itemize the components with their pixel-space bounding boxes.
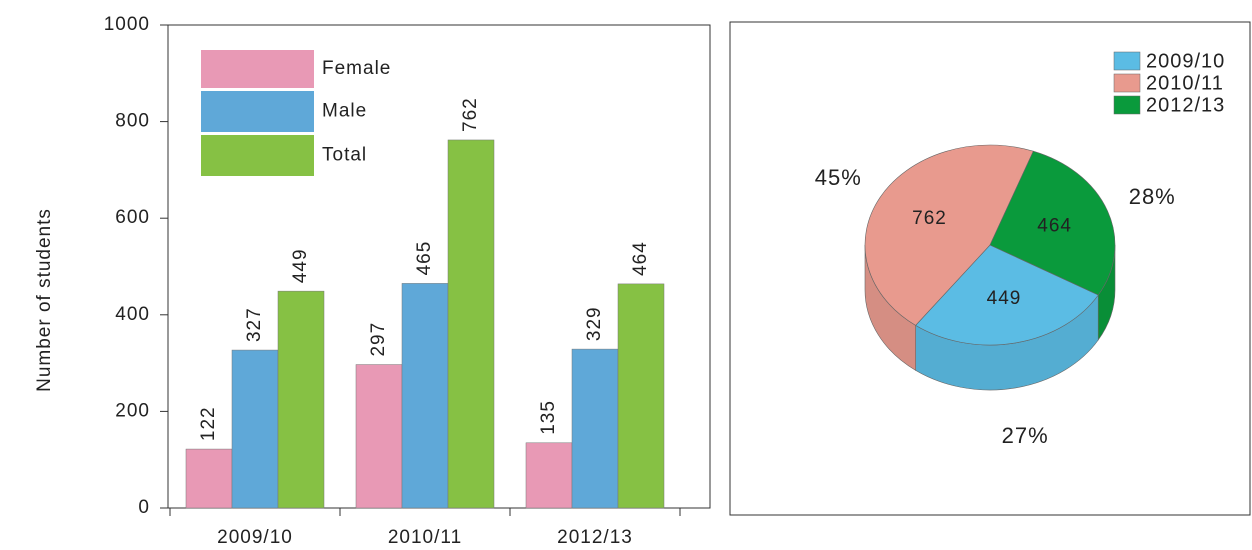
legend-swatch [1113,51,1141,71]
pie-frame [729,21,1251,516]
y-tick-label: 600 [115,207,150,228]
y-tick-label: 200 [115,400,150,421]
legend-label: Female [322,58,391,79]
percent-label: 45% [815,165,862,190]
bar [401,283,449,509]
x-tick-label: 2009/10 [217,527,293,548]
data-label: 449 [987,288,1022,309]
pie-slice [915,244,1099,346]
legend-swatch [1113,95,1141,115]
legend-label: 2012/13 [1146,94,1225,116]
data-label: 297 [368,322,389,357]
data-label: 449 [290,248,311,283]
data-label: 329 [584,306,605,341]
bar [355,364,403,509]
legend-label: Total [322,145,367,166]
bar [525,442,573,509]
legend-label: Male [322,101,367,122]
pie-slice [989,150,1116,296]
data-label: 762 [460,97,481,132]
legend-swatch [201,50,314,88]
data-label: 465 [414,241,435,276]
y-tick-label: 800 [115,111,150,132]
legend-swatch [1113,73,1141,93]
legend-label: 2010/11 [1146,72,1224,94]
x-tick-label: 2010/11 [388,527,462,548]
data-label: 762 [912,208,947,229]
data-label: 464 [630,241,651,276]
legend-label: 2009/10 [1146,50,1225,72]
bar [277,290,325,509]
bar [617,283,665,509]
data-label: 464 [1037,215,1072,236]
percent-label: 27% [1002,423,1049,448]
y-tick-label: 0 [138,497,150,518]
data-label: 135 [538,400,559,435]
legend-swatch [201,91,314,132]
bar [185,448,233,509]
pie-slice [864,144,1034,326]
y-tick-label: 400 [115,304,150,325]
bar [231,349,279,509]
percent-label: 28% [1129,184,1176,209]
data-label: 122 [198,406,219,441]
legend-swatch [201,135,314,176]
y-tick-label: 1000 [104,14,150,35]
bar [571,348,619,509]
bar [447,139,495,509]
data-label: 327 [244,307,265,342]
y-axis-label: Number of students [34,208,55,392]
x-tick-label: 2012/13 [557,527,633,548]
